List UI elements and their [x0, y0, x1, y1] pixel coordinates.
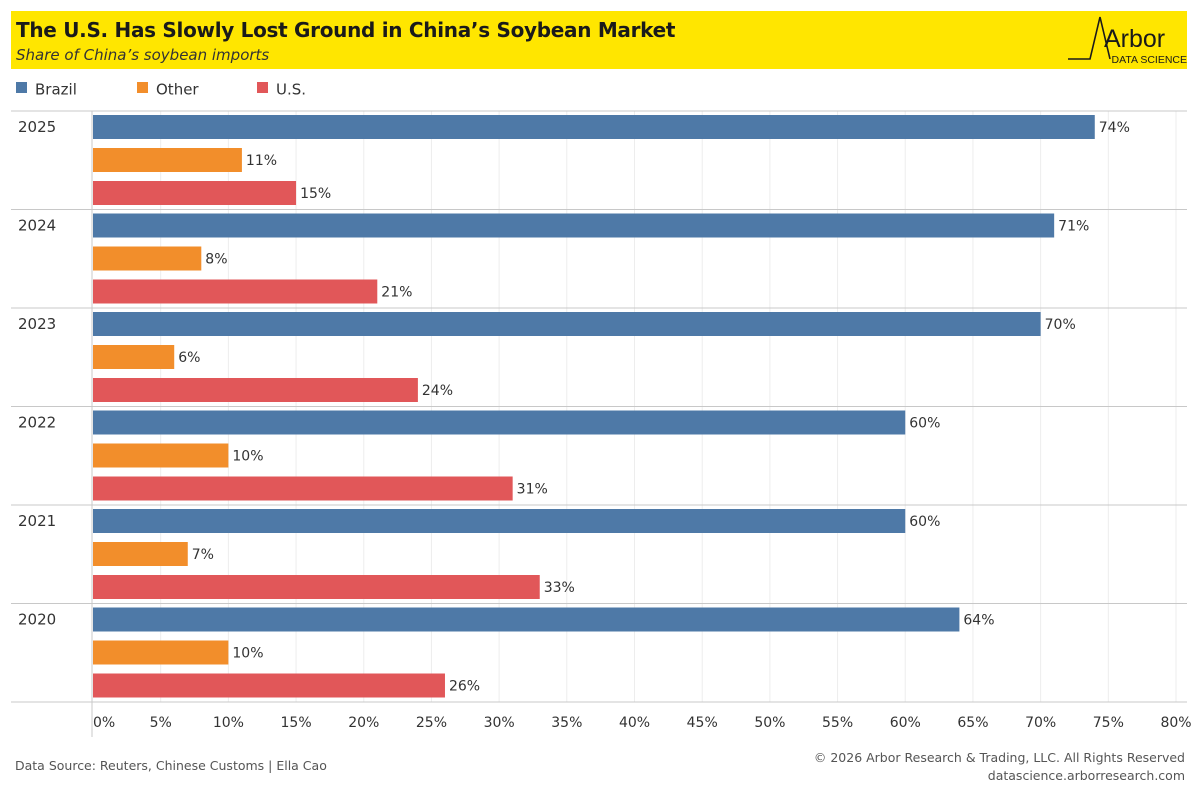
- x-tick-label: 10%: [213, 715, 244, 731]
- bar: [93, 640, 229, 665]
- x-tick-label: 70%: [1025, 715, 1056, 731]
- legend-swatch-us: [257, 82, 268, 93]
- bar-value-label: 6%: [178, 350, 200, 366]
- legend-item-other: Other: [137, 80, 199, 99]
- x-tick-label: 15%: [281, 715, 312, 731]
- bar: [93, 575, 540, 599]
- legend-item-us: U.S.: [257, 80, 306, 99]
- bar: [93, 542, 188, 566]
- chart-header: The U.S. Has Slowly Lost Ground in China…: [11, 11, 1187, 69]
- bar: [93, 279, 378, 304]
- data-source-note: Data Source: Reuters, Chinese Customs | …: [15, 758, 327, 773]
- x-tick-label: 25%: [416, 715, 447, 731]
- bar-value-label: 11%: [246, 153, 277, 169]
- legend-label-other: Other: [156, 80, 199, 99]
- bar-value-label: 10%: [232, 646, 263, 662]
- arbor-logo: Arbor DATA SCIENCE: [1068, 16, 1187, 66]
- bar: [93, 607, 960, 632]
- logo-sub: DATA SCIENCE: [1112, 54, 1187, 66]
- bar-value-label: 70%: [1045, 317, 1076, 333]
- bar: [93, 378, 418, 402]
- bar: [93, 246, 202, 271]
- bar: [93, 115, 1095, 139]
- bar: [93, 312, 1041, 336]
- copyright-block: © 2026 Arbor Research & Trading, LLC. Al…: [814, 749, 1185, 785]
- x-tick-label: 45%: [687, 715, 718, 731]
- category-label: 2022: [18, 414, 56, 432]
- bar: [93, 213, 1055, 238]
- bar: [93, 148, 242, 172]
- legend-swatch-brazil: [16, 82, 27, 93]
- legend-swatch-other: [137, 82, 148, 93]
- legend-item-brazil: Brazil: [16, 80, 77, 99]
- bar-value-label: 71%: [1058, 219, 1089, 235]
- x-tick-label: 20%: [348, 715, 379, 731]
- bar-value-label: 21%: [381, 285, 412, 301]
- x-tick-label: 55%: [822, 715, 853, 731]
- chart-subtitle: Share of China’s soybean imports: [16, 46, 270, 64]
- category-label: 2021: [18, 512, 56, 530]
- bar-value-label: 10%: [232, 449, 263, 465]
- bar: [93, 345, 175, 369]
- bar-value-label: 60%: [909, 416, 940, 432]
- x-tick-label: 40%: [619, 715, 650, 731]
- x-tick-label: 65%: [957, 715, 988, 731]
- category-label: 2020: [18, 611, 56, 629]
- category-label: 2024: [18, 217, 56, 235]
- logo-tree-line-icon: [1068, 16, 1111, 60]
- x-tick-label: 80%: [1160, 715, 1191, 731]
- bar: [93, 181, 297, 205]
- bar-value-label: 26%: [449, 679, 480, 695]
- bar-value-label: 74%: [1099, 120, 1130, 136]
- category-label: 2023: [18, 315, 56, 333]
- bar: [93, 673, 445, 698]
- bar-value-label: 60%: [909, 514, 940, 530]
- x-tick-label: 35%: [551, 715, 582, 731]
- bar-value-label: 31%: [517, 482, 548, 498]
- bar: [93, 410, 906, 435]
- x-tick-label: 75%: [1093, 715, 1124, 731]
- chart-title: The U.S. Has Slowly Lost Ground in China…: [16, 18, 676, 42]
- bar-value-label: 64%: [963, 613, 994, 629]
- x-tick-label: 30%: [484, 715, 515, 731]
- bar-value-label: 8%: [205, 252, 227, 268]
- x-tick-label: 60%: [890, 715, 921, 731]
- x-tick-label: 0%: [93, 715, 115, 731]
- category-label: 2025: [18, 118, 56, 136]
- bar-value-label: 15%: [300, 186, 331, 202]
- bar-value-label: 33%: [544, 580, 575, 596]
- logo-word: Arbor: [1104, 25, 1165, 53]
- legend-label-us: U.S.: [276, 80, 307, 99]
- website-text: datascience.arborresearch.com: [987, 768, 1185, 783]
- bar: [93, 509, 906, 533]
- bar-value-label: 24%: [422, 383, 453, 399]
- bar-value-label: 7%: [192, 547, 214, 563]
- copyright-text: © 2026 Arbor Research & Trading, LLC. Al…: [813, 750, 1185, 765]
- x-tick-label: 50%: [754, 715, 785, 731]
- x-tick-label: 5%: [150, 715, 172, 731]
- bar: [93, 476, 513, 501]
- legend-label-brazil: Brazil: [35, 80, 77, 99]
- bar: [93, 443, 229, 468]
